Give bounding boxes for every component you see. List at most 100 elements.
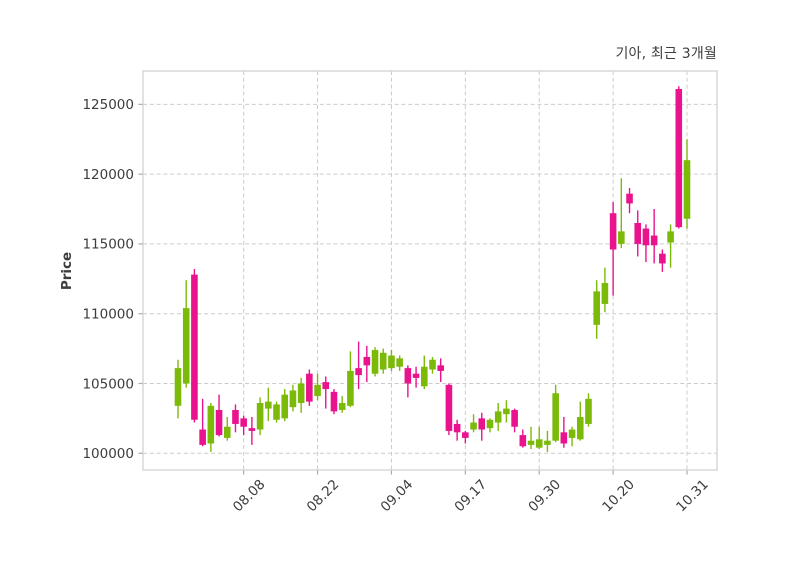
- x-tick-label: 09.17: [452, 477, 491, 516]
- candle: [256, 397, 264, 436]
- candles: [174, 86, 691, 452]
- candle-body: [544, 440, 551, 445]
- candle-body: [453, 423, 461, 433]
- candle-body: [667, 231, 674, 243]
- candle-body: [527, 440, 535, 445]
- candle-body: [297, 383, 305, 404]
- candle: [297, 377, 305, 413]
- candle: [503, 400, 510, 423]
- chart-title: 기아, 최근 3개월: [615, 46, 717, 62]
- y-tick-label: 120000: [82, 167, 134, 183]
- candle: [174, 359, 182, 419]
- candle-body: [199, 429, 206, 445]
- candle: [338, 396, 346, 413]
- candle-body: [223, 426, 231, 438]
- candle: [322, 376, 330, 409]
- y-tick-label: 100000: [82, 446, 134, 462]
- candle: [371, 347, 379, 377]
- candle: [675, 86, 683, 229]
- x-tick-label: 08.22: [304, 477, 343, 516]
- candle-body: [322, 382, 330, 390]
- candle: [412, 366, 420, 388]
- candle-body: [486, 419, 494, 429]
- candle: [486, 418, 494, 433]
- candle-body: [347, 370, 354, 406]
- candle: [511, 408, 518, 433]
- candle: [379, 348, 387, 374]
- candle-body: [494, 411, 502, 423]
- candle: [470, 414, 477, 433]
- candle: [609, 202, 617, 296]
- candle: [355, 341, 362, 390]
- candle-body: [568, 429, 576, 438]
- candle-body: [396, 358, 403, 367]
- candle: [182, 280, 190, 388]
- candle-body: [683, 160, 691, 219]
- y-axis-title: Price: [59, 251, 75, 291]
- candle-body: [675, 89, 683, 228]
- candle-body: [420, 366, 428, 387]
- candle: [576, 401, 584, 441]
- candle-body: [248, 428, 256, 431]
- candle: [593, 280, 600, 339]
- candle-body: [560, 432, 568, 444]
- candle: [248, 416, 256, 445]
- candle-body: [462, 432, 469, 438]
- candle-body: [256, 403, 264, 430]
- candle-body: [552, 393, 559, 441]
- candle: [306, 369, 313, 406]
- y-tick-label: 105000: [82, 376, 134, 392]
- candle: [552, 384, 559, 443]
- candle: [207, 403, 215, 452]
- candle: [634, 210, 642, 257]
- candle-body: [626, 193, 633, 204]
- candle-body: [601, 282, 609, 304]
- candle-body: [650, 235, 658, 246]
- candle-body: [240, 418, 247, 427]
- candle: [404, 365, 412, 398]
- candle-body: [593, 291, 600, 325]
- candle-body: [371, 349, 379, 374]
- candle-body: [535, 439, 543, 448]
- candle: [445, 383, 453, 436]
- y-axis-labels: 100000 105000 110000 115000 120000 125000: [82, 97, 134, 462]
- candle-body: [388, 355, 395, 369]
- candle-body: [289, 390, 297, 408]
- candle-body: [355, 368, 362, 376]
- candle: [560, 416, 568, 448]
- candle: [626, 188, 633, 214]
- candle-body: [503, 408, 510, 415]
- candle-body: [338, 403, 346, 410]
- candle-body: [519, 435, 527, 447]
- candle-body: [429, 359, 436, 370]
- candle: [420, 355, 428, 390]
- candle-body: [314, 384, 321, 397]
- candle: [494, 403, 502, 431]
- candle-body: [404, 368, 412, 384]
- candle: [281, 389, 289, 422]
- y-tick-label: 110000: [82, 306, 134, 322]
- candle-body: [412, 373, 420, 378]
- candle: [535, 426, 543, 450]
- candle: [453, 419, 461, 441]
- candle-body: [232, 409, 239, 424]
- candle: [462, 430, 469, 444]
- candle: [585, 393, 592, 427]
- candle: [240, 415, 247, 436]
- candle: [199, 398, 206, 447]
- candle-body: [215, 409, 223, 436]
- x-tick-label: 08.08: [230, 477, 269, 516]
- candle-body: [659, 253, 666, 264]
- x-tick-label: 09.04: [378, 477, 417, 516]
- candle-body: [437, 365, 445, 371]
- candle: [347, 351, 354, 408]
- candle: [330, 389, 338, 415]
- candle: [363, 345, 371, 383]
- candle: [314, 373, 321, 401]
- candle-body: [174, 368, 182, 406]
- tick-marks: [138, 103, 688, 475]
- candle: [289, 384, 297, 412]
- candle: [232, 404, 239, 433]
